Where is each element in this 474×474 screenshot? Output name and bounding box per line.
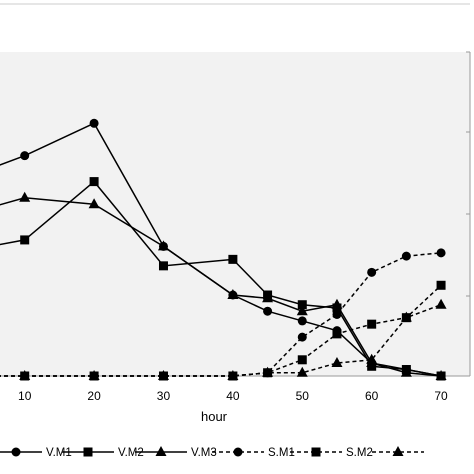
- data-point: [89, 118, 99, 128]
- x-tick-labels: 10 20 30 40 50 60 70: [18, 389, 448, 403]
- data-point: [435, 298, 447, 309]
- legend-label: S.M1: [268, 447, 295, 459]
- data-point: [297, 316, 307, 326]
- series-lines: [0, 118, 447, 381]
- data-point: [296, 366, 308, 377]
- data-point: [332, 329, 342, 339]
- legend-item: V.M3: [135, 446, 217, 459]
- data-point: [157, 240, 169, 251]
- data-point: [296, 305, 308, 316]
- data-point: [331, 298, 343, 309]
- data-point: [297, 355, 307, 365]
- legend-item: V.M1: [0, 447, 72, 459]
- data-point: [228, 254, 238, 264]
- data-point: [88, 370, 100, 380]
- legend-label: S.M2: [346, 447, 373, 459]
- data-point: [262, 366, 274, 377]
- data-point: [88, 198, 100, 209]
- plot-area: [0, 52, 470, 376]
- x-tick-label: 20: [87, 389, 101, 403]
- data-point: [158, 261, 168, 271]
- data-point: [157, 370, 169, 380]
- data-point: [19, 370, 31, 380]
- data-point: [367, 319, 377, 329]
- legend-label: V.M1: [46, 447, 72, 459]
- data-point: [400, 311, 412, 322]
- x-tick-label: 10: [18, 389, 32, 403]
- data-point: [20, 235, 30, 245]
- legend-marker: [11, 447, 21, 457]
- legend-item: V.M2: [62, 447, 144, 459]
- data-point: [227, 370, 239, 380]
- legend-marker: [155, 446, 167, 456]
- legend-marker: [233, 447, 243, 457]
- data-point: [89, 177, 99, 187]
- legend-item: S.M1: [212, 447, 295, 459]
- x-tick-label: 70: [434, 389, 448, 403]
- data-point: [20, 151, 30, 161]
- data-point: [262, 292, 274, 303]
- legend-marker: [311, 447, 321, 457]
- x-tick-label: 50: [296, 389, 310, 403]
- legend: V.M1 V.M2 V.M3 S.M1 S.M2: [0, 446, 424, 459]
- legend-marker: [83, 447, 93, 457]
- data-point: [366, 353, 378, 364]
- data-point: [263, 306, 273, 316]
- data-point: [297, 300, 307, 310]
- series-3: [0, 191, 447, 380]
- data-point: [436, 248, 446, 258]
- data-point: [227, 289, 239, 299]
- data-point: [331, 357, 343, 368]
- x-tick-label: 30: [157, 389, 171, 403]
- data-point: [367, 267, 377, 277]
- legend-label: V.M2: [118, 447, 144, 459]
- data-point: [19, 191, 31, 202]
- data-point: [436, 280, 446, 290]
- data-point: [400, 366, 412, 377]
- data-point: [435, 370, 447, 380]
- plot-background: [0, 52, 470, 376]
- data-point: [401, 251, 411, 261]
- data-point: [297, 332, 307, 342]
- x-axis-title: hour: [201, 409, 228, 424]
- legend-item: S.M2: [290, 447, 373, 459]
- series-line: [0, 304, 442, 377]
- data-point: [332, 309, 342, 319]
- x-tick-label: 40: [226, 389, 240, 403]
- x-tick-label: 60: [365, 389, 379, 403]
- legend-label: V.M3: [191, 447, 217, 459]
- series-6: [0, 298, 447, 380]
- legend-marker: [392, 446, 404, 456]
- legend-item: [372, 446, 424, 456]
